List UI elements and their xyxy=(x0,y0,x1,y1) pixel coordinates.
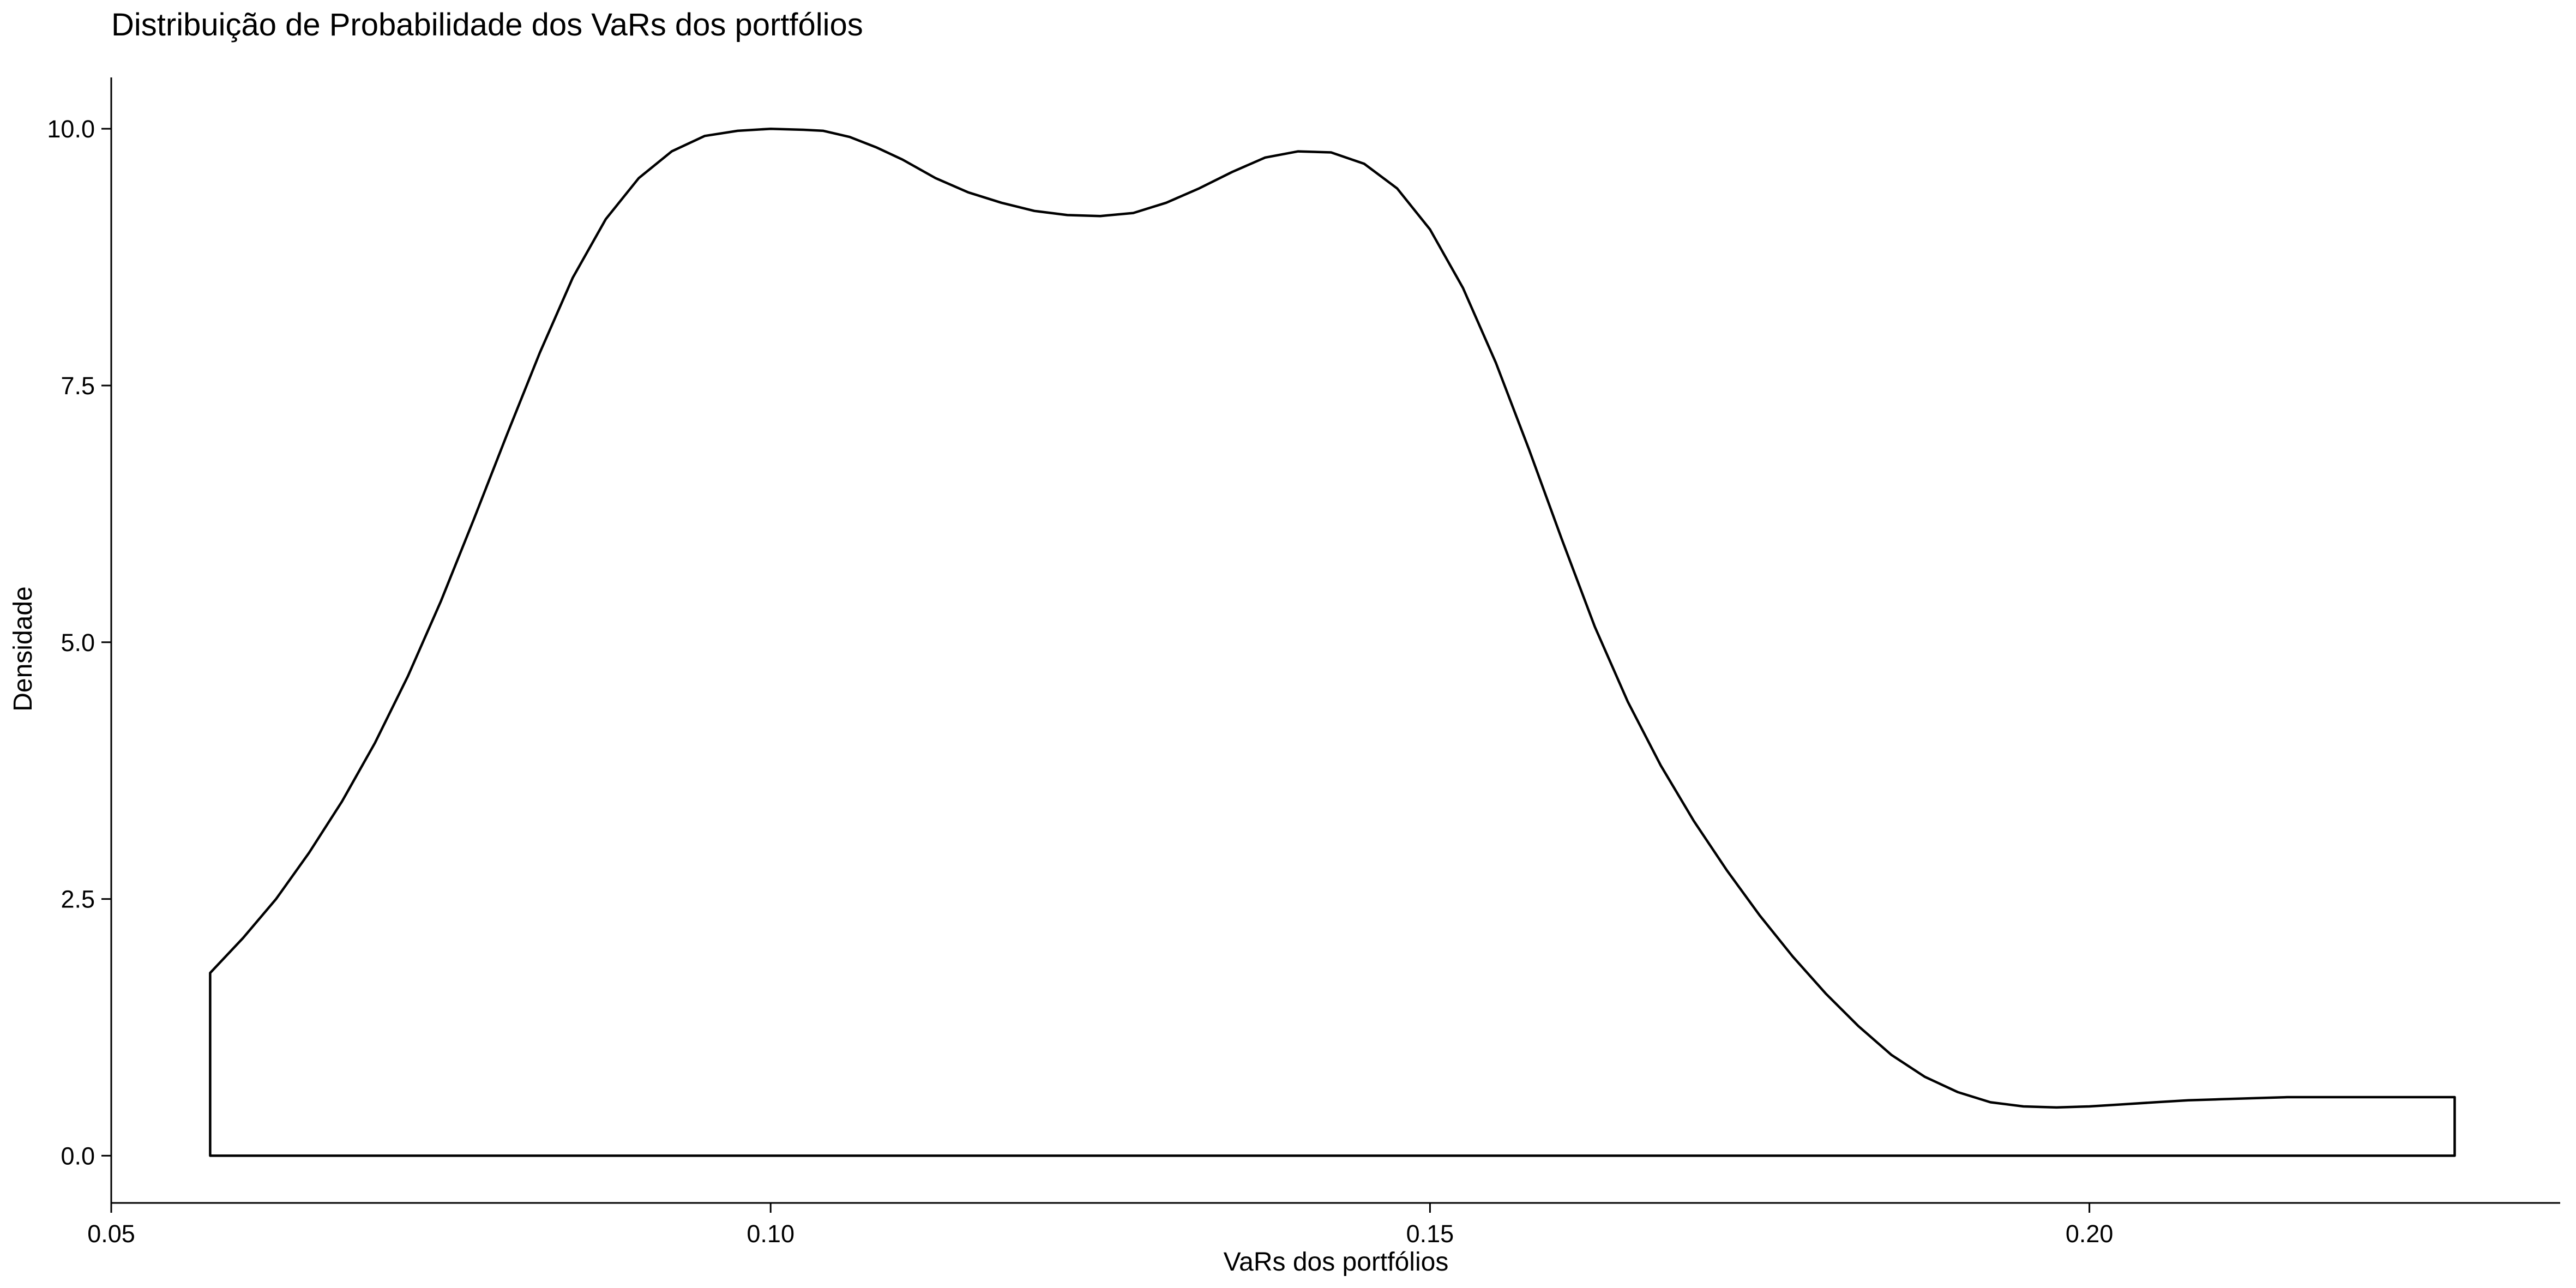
y-tick-label: 5.0 xyxy=(61,629,95,657)
x-tick-label: 0.15 xyxy=(1406,1220,1454,1248)
chart-title: Distribuição de Probabilidade dos VaRs d… xyxy=(111,7,863,43)
x-tick-label: 0.20 xyxy=(2066,1220,2114,1248)
y-axis-ticks: 0.0 2.5 5.0 7.5 10.0 xyxy=(47,115,111,1170)
y-tick-label: 7.5 xyxy=(61,372,95,400)
x-axis-ticks: 0.05 0.10 0.15 0.20 xyxy=(87,1203,2113,1248)
y-tick-label: 2.5 xyxy=(61,886,95,913)
y-axis-title: Densidade xyxy=(9,586,38,712)
density-curve xyxy=(209,127,2456,1157)
y-tick-label: 10.0 xyxy=(47,115,95,143)
y-tick-label: 0.0 xyxy=(61,1142,95,1170)
x-tick-label: 0.05 xyxy=(87,1220,135,1248)
plot-area xyxy=(209,127,2456,1157)
x-tick-label: 0.10 xyxy=(747,1220,795,1248)
x-axis-title: VaRs dos portfólios xyxy=(1224,1248,1449,1277)
